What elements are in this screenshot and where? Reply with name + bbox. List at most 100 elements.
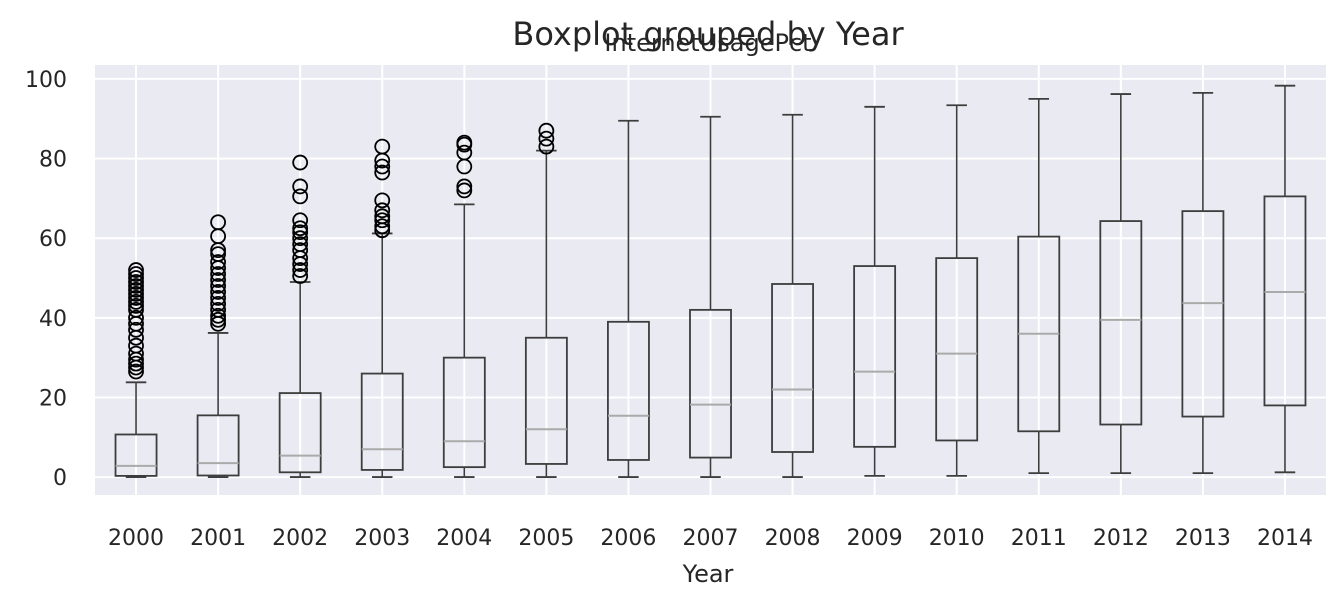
x-tick-label: 2010 bbox=[929, 526, 985, 551]
x-tick-label: 2006 bbox=[600, 526, 656, 551]
box-group bbox=[1099, 93, 1143, 475]
outlier-point bbox=[128, 301, 144, 318]
outlier-point bbox=[374, 164, 391, 181]
y-tick-label: 20 bbox=[39, 386, 67, 411]
outlier-point bbox=[210, 295, 227, 312]
box-group bbox=[524, 122, 568, 478]
box-iqr bbox=[853, 265, 897, 448]
outlier-point bbox=[292, 154, 309, 171]
y-tick-label: 40 bbox=[39, 307, 67, 332]
outlier-point bbox=[210, 254, 227, 270]
outlier-point bbox=[210, 278, 227, 294]
outlier-point bbox=[292, 242, 309, 259]
outlier-point bbox=[128, 274, 144, 290]
outlier-point bbox=[538, 138, 555, 155]
outlier-point bbox=[210, 266, 227, 282]
chart-subtitle: InternetUsagePct bbox=[604, 29, 811, 57]
box-iqr bbox=[1263, 195, 1307, 407]
outlier-point bbox=[374, 212, 391, 229]
outlier-point bbox=[210, 311, 227, 328]
outlier-point bbox=[210, 272, 227, 288]
box-group bbox=[1181, 91, 1225, 475]
x-tick-label: 2014 bbox=[1257, 526, 1313, 551]
outlier-point bbox=[292, 262, 309, 278]
x-tick-label: 2000 bbox=[108, 526, 164, 551]
x-tick-label: 2005 bbox=[518, 526, 574, 551]
outlier-point bbox=[374, 138, 391, 155]
box-iqr bbox=[689, 308, 732, 459]
outlier-point bbox=[292, 188, 309, 205]
outlier-point bbox=[292, 220, 309, 237]
x-tick-label: 2003 bbox=[354, 526, 410, 551]
outlier-point bbox=[374, 208, 391, 225]
box-group bbox=[196, 214, 240, 478]
outlier-point bbox=[128, 321, 144, 338]
outlier-point bbox=[456, 134, 473, 151]
outlier-point bbox=[292, 178, 309, 195]
x-tick-label: 2002 bbox=[272, 526, 328, 551]
outlier-point bbox=[128, 355, 144, 372]
outlier-point bbox=[128, 297, 144, 314]
outlier-point bbox=[292, 236, 309, 253]
x-tick-label: 2009 bbox=[847, 526, 903, 551]
outlier-point bbox=[210, 246, 227, 263]
box-group bbox=[1263, 84, 1307, 474]
box-iqr bbox=[771, 283, 814, 453]
box-iqr bbox=[1181, 210, 1225, 418]
x-tick-label: 2001 bbox=[190, 526, 246, 551]
box-group bbox=[689, 115, 732, 478]
outlier-point bbox=[210, 301, 227, 318]
outlier-point bbox=[128, 278, 144, 294]
box-iqr bbox=[360, 372, 404, 471]
box-iqr bbox=[196, 414, 240, 477]
outlier-point bbox=[128, 345, 144, 362]
box-group bbox=[442, 134, 486, 478]
box-group bbox=[1017, 97, 1061, 475]
outlier-point bbox=[374, 192, 391, 209]
x-tick-label: 2007 bbox=[683, 526, 739, 551]
box-group bbox=[278, 154, 322, 478]
y-tick-label: 60 bbox=[39, 227, 67, 252]
outlier-point bbox=[538, 130, 555, 147]
outlier-point bbox=[128, 266, 144, 282]
x-axis-ticks: 2000 2001 2002 2003 2004 2005 2006 2007 2008 2009… bbox=[108, 526, 1313, 551]
chart-title: Boxplot grouped by Year bbox=[512, 15, 904, 53]
box-group bbox=[360, 138, 404, 478]
y-tick-label: 0 bbox=[53, 466, 67, 491]
box-group bbox=[607, 119, 650, 478]
box-iqr bbox=[442, 356, 486, 469]
box-group bbox=[771, 113, 814, 478]
outlier-point bbox=[128, 337, 144, 354]
box-iqr bbox=[278, 392, 322, 474]
outlier-point bbox=[128, 290, 144, 306]
outlier-point bbox=[374, 158, 391, 175]
outlier-point bbox=[210, 214, 227, 231]
box-group bbox=[853, 105, 897, 477]
outlier-point bbox=[128, 293, 144, 310]
outlier-point bbox=[128, 282, 144, 298]
outlier-point bbox=[292, 268, 309, 284]
outlier-point bbox=[128, 262, 144, 278]
box-iqr bbox=[607, 320, 650, 461]
outlier-point bbox=[210, 290, 227, 306]
outlier-point bbox=[456, 178, 473, 195]
outlier-point bbox=[374, 202, 391, 219]
x-tick-label: 2008 bbox=[765, 526, 821, 551]
outlier-point bbox=[128, 363, 144, 380]
outlier-point bbox=[128, 286, 144, 302]
y-axis-ticks: 0 20 40 60 80 100 bbox=[25, 68, 67, 491]
y-tick-label: 80 bbox=[39, 148, 67, 173]
box-iqr bbox=[524, 336, 568, 465]
x-axis-label: Year bbox=[682, 560, 734, 588]
y-tick-label: 100 bbox=[25, 68, 67, 93]
box-group bbox=[114, 262, 158, 478]
x-tick-label: 2012 bbox=[1093, 526, 1149, 551]
x-tick-label: 2013 bbox=[1175, 526, 1231, 551]
x-tick-label: 2004 bbox=[436, 526, 492, 551]
outlier-point bbox=[128, 270, 144, 286]
box-iqr bbox=[1099, 220, 1143, 426]
outlier-point bbox=[456, 144, 473, 161]
outlier-point bbox=[210, 284, 227, 300]
outlier-point bbox=[456, 182, 473, 199]
